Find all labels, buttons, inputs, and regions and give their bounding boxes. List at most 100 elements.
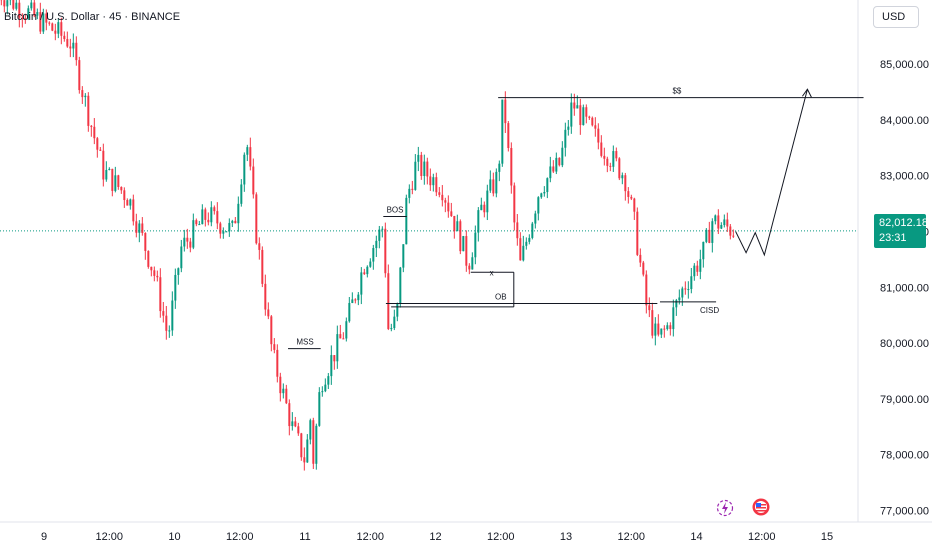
candle-body — [645, 274, 648, 306]
candle-body — [375, 240, 378, 249]
candle-body — [714, 215, 717, 222]
currency-selector-button[interactable]: USD — [873, 6, 919, 28]
candle-body — [585, 107, 588, 117]
candle-body — [231, 220, 234, 223]
candle-body — [297, 426, 300, 434]
candle-body — [348, 302, 351, 322]
candle-body — [285, 388, 288, 404]
candle-body — [201, 209, 204, 225]
x-tick-label: 10 — [168, 531, 180, 543]
candle-body — [489, 179, 492, 191]
candle-body — [327, 376, 330, 385]
candle-body — [435, 177, 438, 193]
candle-body — [627, 191, 630, 197]
candle-body — [576, 105, 579, 109]
candle-body — [282, 388, 285, 394]
candle-body — [663, 328, 666, 330]
candle-body — [390, 328, 393, 330]
candle-body — [48, 22, 51, 24]
candle-body — [720, 225, 723, 229]
candle-body — [288, 403, 291, 427]
x-tick-label: 12:00 — [356, 531, 384, 543]
candle-body — [78, 60, 81, 91]
candle-body — [414, 161, 417, 190]
candle-body — [213, 207, 216, 212]
candle-body — [468, 265, 471, 270]
candle-body — [126, 200, 129, 206]
candle-body — [417, 154, 420, 162]
candle-body — [564, 129, 567, 148]
candle-body — [81, 90, 84, 98]
candle-body — [597, 128, 600, 143]
candle-body — [684, 288, 687, 290]
candle-body — [258, 243, 261, 250]
candle-body — [612, 151, 615, 167]
candle-body — [642, 262, 645, 275]
x-tick-label: 15 — [821, 531, 833, 543]
candle-body — [504, 99, 507, 124]
ob-label: OB — [495, 292, 507, 301]
candle-body — [63, 35, 66, 40]
candle-body — [561, 147, 564, 166]
candle-body — [378, 229, 381, 241]
lightning-icon[interactable] — [716, 499, 734, 517]
candle-body — [531, 223, 534, 238]
candle-body — [615, 151, 618, 159]
candle-body — [459, 221, 462, 252]
x-tick-label: 11 — [299, 531, 310, 543]
y-tick-label: 83,000.00 — [880, 171, 929, 183]
annotation-layer: $$ BOS MSS x OB CISD — [288, 87, 864, 350]
candle-body — [516, 222, 519, 239]
candle-body — [240, 184, 243, 204]
candle-body — [600, 142, 603, 156]
candle-body — [672, 307, 675, 330]
candle-body — [177, 268, 180, 275]
candle-body — [393, 316, 396, 329]
candle-body — [621, 175, 624, 179]
candle-body — [18, 2, 21, 18]
candle-body — [693, 265, 696, 277]
candle-body — [534, 213, 537, 224]
candle-body — [678, 297, 681, 301]
cisd-label: CISD — [700, 306, 719, 315]
y-tick-label: 84,000.00 — [880, 115, 929, 127]
candle-body — [108, 168, 111, 170]
candle-body — [717, 215, 720, 229]
candle-body — [501, 99, 504, 164]
us-flag-icon[interactable] — [752, 498, 770, 516]
candle-body — [306, 439, 309, 463]
candle-body — [219, 223, 222, 234]
candle-body — [357, 294, 360, 301]
grid-layer — [0, 0, 932, 523]
candle-body — [465, 236, 468, 266]
candles-layer — [0, 0, 735, 471]
candle-body — [120, 186, 123, 191]
candle-body — [480, 204, 483, 211]
candle-body — [588, 116, 591, 118]
candle-body — [132, 199, 135, 222]
current-price-value: 82,012.18 — [879, 217, 928, 229]
candle-body — [633, 198, 636, 212]
candle-body — [396, 303, 399, 317]
candle-body — [261, 249, 264, 284]
candle-body — [537, 197, 540, 214]
candle-body — [237, 203, 240, 224]
candle-body — [189, 241, 192, 248]
candle-body — [186, 237, 189, 242]
candle-body — [210, 207, 213, 223]
candle-body — [498, 163, 501, 172]
candle-body — [606, 158, 609, 166]
candle-body — [192, 220, 195, 248]
candle-body — [438, 192, 441, 195]
candle-body — [171, 300, 174, 331]
candle-body — [384, 228, 387, 274]
candle-body — [96, 138, 99, 150]
candle-body — [681, 288, 684, 298]
candle-body — [675, 300, 678, 308]
candle-body — [264, 283, 267, 310]
candle-body — [726, 219, 729, 227]
candle-body — [426, 161, 429, 177]
candle-body — [423, 161, 426, 177]
candle-body — [669, 325, 672, 330]
